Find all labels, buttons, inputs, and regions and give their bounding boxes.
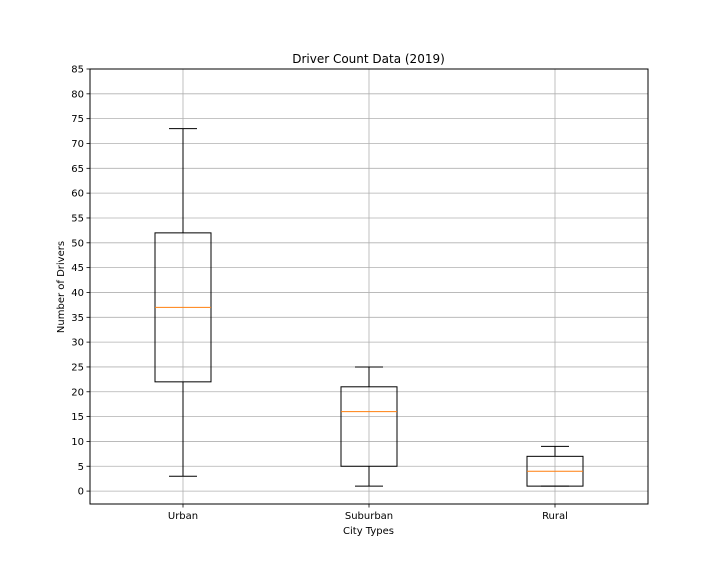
x-tick-label: Rural: [542, 511, 568, 522]
y-tick-label: 70: [71, 139, 84, 150]
boxes-layer: [154, 128, 584, 487]
y-tick-label: 35: [71, 313, 84, 324]
grid-lines: [90, 68, 648, 504]
y-axis-label: Number of Drivers: [56, 241, 67, 333]
y-tick-label: 45: [71, 263, 84, 274]
y-tick-label: 85: [71, 65, 84, 76]
y-axis-ticks: 0 5 10 15 20 25 30 35 40 45 50 55 60 65 70 75 80 85: [71, 65, 90, 498]
chart-title: Driver Count Data (2019): [292, 52, 445, 66]
y-tick-label: 75: [71, 114, 84, 125]
y-tick-label: 60: [71, 189, 84, 200]
x-axis-label: City Types: [343, 526, 394, 537]
y-tick-label: 80: [71, 89, 84, 100]
x-tick-label: Urban: [168, 511, 198, 522]
y-tick-label: 25: [71, 362, 84, 373]
y-tick-label: 15: [71, 412, 84, 423]
x-axis-ticks: Urban Suburban Rural: [168, 504, 568, 522]
y-tick-label: 55: [71, 213, 84, 224]
iqr-box: [340, 386, 398, 467]
y-tick-label: 40: [71, 288, 84, 299]
plot-frame: [89, 68, 649, 505]
y-tick-label: 50: [71, 238, 84, 249]
y-tick-label: 30: [71, 338, 84, 349]
y-tick-label: 0: [78, 487, 84, 498]
x-tick-label: Suburban: [345, 511, 393, 522]
y-tick-label: 65: [71, 164, 84, 175]
y-tick-label: 20: [71, 387, 84, 398]
y-tick-label: 5: [78, 462, 84, 473]
y-tick-label: 10: [71, 437, 84, 448]
